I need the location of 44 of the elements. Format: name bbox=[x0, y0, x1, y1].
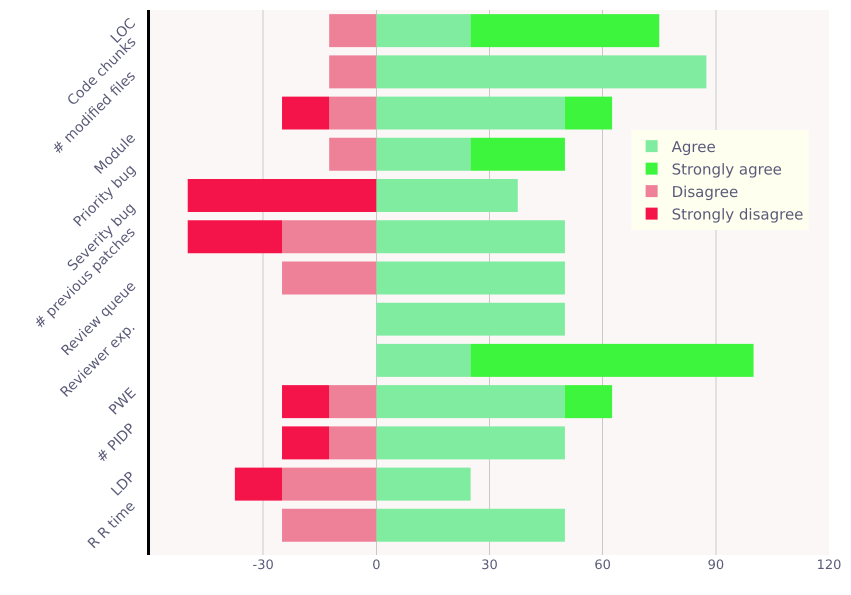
bar bbox=[188, 179, 376, 212]
bar bbox=[376, 96, 565, 130]
bar bbox=[376, 468, 471, 501]
bar bbox=[470, 14, 660, 48]
bar bbox=[282, 261, 376, 294]
bar bbox=[470, 344, 754, 377]
bar bbox=[376, 220, 565, 254]
x-tick-label: -30 bbox=[252, 558, 274, 573]
bar bbox=[376, 385, 565, 418]
bar bbox=[376, 426, 565, 460]
bar bbox=[376, 302, 565, 336]
legend-label: Agree bbox=[672, 138, 716, 156]
bar bbox=[376, 344, 471, 377]
bar bbox=[329, 385, 376, 418]
bar bbox=[282, 468, 376, 501]
legend-label: Strongly disagree bbox=[672, 206, 804, 224]
x-tick-label: 0 bbox=[372, 558, 380, 573]
legend-label: Strongly agree bbox=[672, 160, 782, 178]
bar bbox=[376, 138, 471, 171]
bar bbox=[470, 138, 565, 171]
bar bbox=[329, 138, 376, 171]
bar bbox=[282, 385, 330, 418]
bar bbox=[234, 468, 282, 501]
x-tick-label: 90 bbox=[708, 558, 724, 573]
bar bbox=[282, 220, 376, 254]
bar bbox=[282, 508, 376, 542]
bar bbox=[329, 426, 376, 460]
bar bbox=[282, 96, 330, 130]
bar bbox=[564, 96, 612, 130]
bar bbox=[564, 385, 612, 418]
bar bbox=[329, 14, 376, 48]
x-tick-label: 120 bbox=[816, 558, 842, 573]
bar bbox=[376, 508, 565, 542]
bar bbox=[188, 220, 282, 254]
bar bbox=[282, 426, 330, 460]
bar bbox=[376, 261, 565, 294]
legend-label: Disagree bbox=[672, 183, 738, 201]
bar bbox=[329, 96, 376, 130]
bar bbox=[376, 55, 706, 88]
bar bbox=[376, 14, 471, 48]
x-tick-label: 30 bbox=[481, 558, 498, 573]
bar bbox=[376, 179, 518, 212]
bar bbox=[329, 55, 376, 88]
x-tick-label: 60 bbox=[594, 558, 611, 573]
